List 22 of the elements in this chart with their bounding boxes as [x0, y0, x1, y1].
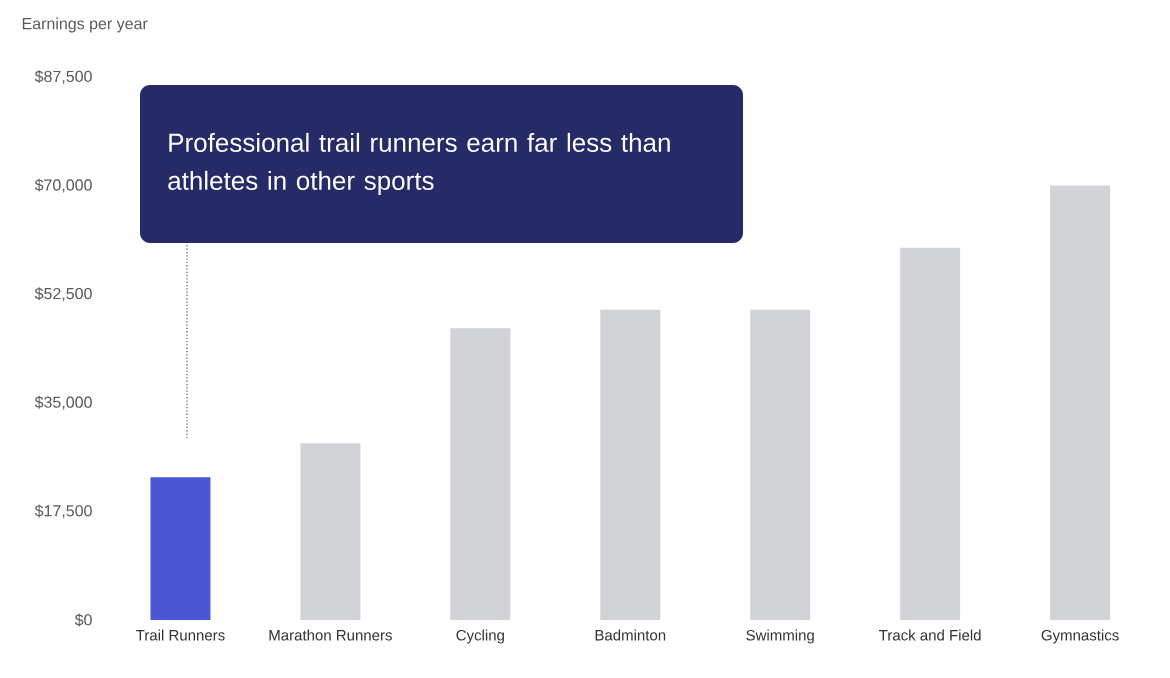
bar [450, 328, 511, 620]
annotation: Professional trail runners earn far less than athletes in other sports [168, 132, 670, 196]
bar [750, 309, 811, 620]
x-tick-label: Track and Field [879, 629, 981, 641]
bar [600, 309, 661, 620]
y-tick-label: $87,500 [34, 70, 92, 84]
x-tick-label: Marathon Runners [269, 629, 392, 641]
bar [300, 443, 361, 620]
x-tick-label: Cycling [456, 629, 504, 644]
x-tick-label: Badminton [595, 629, 666, 641]
y-tick-label: $52,500 [34, 287, 92, 302]
bar [900, 247, 961, 620]
y-axis-title: Earnings per year [22, 17, 148, 33]
x-tick-label: Swimming [746, 629, 814, 644]
y-tick-label: $17,500 [34, 504, 92, 519]
bar [150, 477, 211, 620]
bar [1050, 185, 1111, 620]
y-tick-label: $35,000 [34, 395, 92, 410]
y-tick-label: $0 [74, 613, 92, 627]
x-tick-label: Trail Runners [136, 629, 225, 641]
y-tick-label: $70,000 [34, 178, 92, 193]
x-tick-label: Gymnastics [1041, 629, 1119, 644]
